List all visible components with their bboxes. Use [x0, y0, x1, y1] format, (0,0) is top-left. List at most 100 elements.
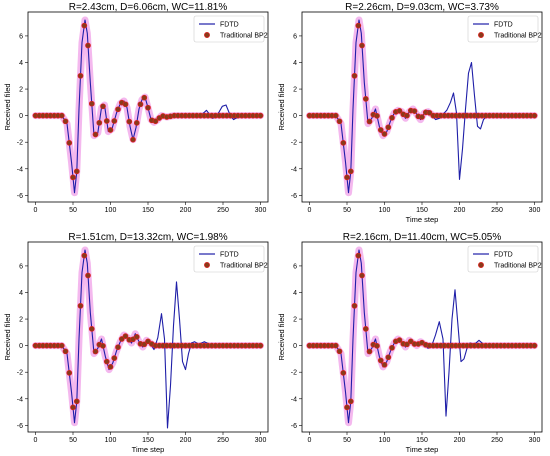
- y-tick-label: -6: [17, 193, 23, 200]
- panel-3-xlabel: Time step: [132, 445, 165, 454]
- y-tick-label: 6: [293, 33, 297, 40]
- y-tick-label: 2: [19, 87, 23, 94]
- bp2-point: [77, 72, 84, 79]
- bp2-point: [340, 370, 347, 376]
- y-tick-label: -6: [291, 193, 297, 200]
- legend-bp2-swatch: [478, 32, 484, 38]
- legend-bp2-label: Traditional BP2: [220, 33, 268, 40]
- bp2-point: [257, 342, 264, 349]
- legend-fdtd-label: FDTD: [220, 252, 239, 259]
- bp2-point: [122, 333, 129, 339]
- bp2-point: [62, 118, 69, 125]
- bp2-point: [66, 370, 73, 376]
- bp2-point: [332, 112, 339, 119]
- x-tick-label: 100: [105, 437, 117, 444]
- y-tick-label: 6: [19, 33, 23, 40]
- bp2-point: [404, 112, 410, 119]
- x-tick-label: 100: [379, 207, 391, 214]
- bp2-point: [366, 348, 373, 355]
- bp2-point: [100, 343, 106, 349]
- bp2-point: [355, 22, 362, 29]
- bp2-point: [70, 174, 76, 181]
- y-tick-label: 6: [19, 263, 23, 270]
- bp2-point: [92, 131, 99, 138]
- x-tick-label: 50: [69, 207, 77, 214]
- x-tick-label: 200: [454, 207, 466, 214]
- bp2-point: [426, 109, 433, 116]
- bp2-point: [85, 42, 91, 49]
- bp2-point: [347, 168, 354, 175]
- legend-box: [193, 245, 265, 273]
- x-tick-label: 250: [491, 207, 503, 214]
- x-tick-label: 150: [416, 437, 428, 444]
- bp2-point: [85, 272, 91, 279]
- y-tick-label: -2: [291, 140, 297, 147]
- bp2-point: [137, 101, 144, 108]
- legend-fdtd-label: FDTD: [220, 22, 239, 29]
- legend-bp2-label: Traditional BP2: [220, 263, 268, 270]
- x-tick-label: 0: [34, 437, 38, 444]
- bp2-point: [88, 326, 95, 332]
- bp2-point: [374, 343, 380, 349]
- y-tick-label: -2: [17, 140, 23, 147]
- x-tick-label: 100: [379, 437, 391, 444]
- legend-box: [467, 245, 539, 273]
- x-tick-label: 250: [491, 437, 503, 444]
- y-tick-label: 2: [293, 87, 297, 94]
- bp2-point: [111, 118, 118, 124]
- bp2-point: [355, 252, 362, 259]
- bp2-point: [58, 112, 65, 119]
- y-tick-label: -6: [291, 423, 297, 430]
- x-tick-label: 50: [343, 207, 351, 214]
- y-tick-label: 4: [19, 290, 23, 297]
- bp2-point: [404, 341, 410, 348]
- bp2-point: [381, 361, 388, 368]
- bp2-point: [73, 398, 80, 405]
- bp2-point: [362, 326, 369, 332]
- plot-area: 0 50 100 150 200 250 300 -6 -4 -2 0 2 4 6: [17, 246, 266, 444]
- bp2-point: [336, 348, 343, 355]
- y-tick-label: 2: [19, 317, 23, 324]
- bp2-point: [389, 344, 395, 351]
- bp2-point: [92, 348, 99, 355]
- bp2-point: [130, 136, 136, 143]
- panel-3-ylabel: Received filed: [3, 313, 12, 360]
- panel-4: R=2.16cm, D=11.40cm, WC=5.05% 0 50 100 150 2…: [277, 232, 543, 454]
- y-tick-label: -4: [291, 166, 297, 173]
- x-tick-label: 200: [180, 207, 192, 214]
- bp2-point: [103, 118, 110, 124]
- x-tick-label: 100: [105, 207, 117, 214]
- y-tick-label: 0: [19, 113, 23, 120]
- y-tick-label: -6: [17, 423, 23, 430]
- bp2-point: [381, 131, 388, 137]
- bp2-point: [96, 119, 103, 126]
- x-tick-label: 150: [142, 437, 154, 444]
- x-tick-label: 300: [255, 207, 267, 214]
- x-tick-label: 150: [142, 207, 154, 214]
- panel-4-ylabel: Received filed: [277, 313, 286, 360]
- bp2-point: [366, 118, 373, 125]
- bp2-point: [336, 118, 343, 125]
- bp2-highlight-band: [32, 246, 264, 427]
- bp2-point: [77, 302, 84, 309]
- panel-3: R=1.51cm, D=13.32cm, WC=1.98% 0 50 100 150 2…: [3, 232, 269, 454]
- bp2-point: [133, 120, 140, 126]
- panel-3-title: R=1.51cm, D=13.32cm, WC=1.98%: [68, 232, 227, 243]
- bp2-point: [115, 344, 121, 351]
- bp2-point: [351, 302, 358, 309]
- x-tick-label: 300: [529, 437, 541, 444]
- bp2-point: [111, 355, 118, 361]
- panel-4-title: R=2.16cm, D=11.40cm, WC=5.05%: [343, 232, 502, 243]
- panel-4-legend: FDTD Traditional BP2: [467, 245, 542, 273]
- y-tick-label: 0: [19, 343, 23, 350]
- bp2-point: [81, 22, 88, 29]
- x-tick-label: 50: [343, 437, 351, 444]
- bp2-point: [107, 364, 114, 370]
- plot-area: 0 50 100 150 200 250 300 -6 -4 -2 0 2 4 6: [291, 246, 541, 444]
- bp2-point: [362, 96, 369, 102]
- panel-1: R=2.43cm, D=6.06cm, WC=11.81% 0 50 100 150 2…: [3, 2, 269, 214]
- bp2-point: [126, 118, 133, 125]
- bp2-point: [411, 108, 418, 114]
- panel-2-legend: FDTD Traditional BP2: [467, 15, 542, 43]
